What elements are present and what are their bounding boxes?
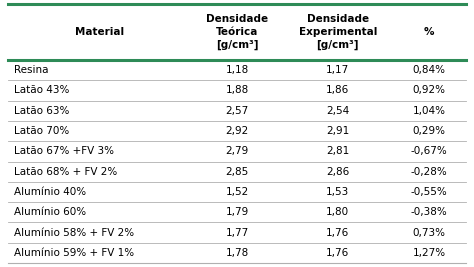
Text: 1,53: 1,53 [326, 187, 349, 197]
Text: 1,79: 1,79 [225, 207, 249, 217]
Text: 1,76: 1,76 [326, 248, 349, 258]
Text: %: % [424, 27, 435, 37]
Text: Latão 67% +FV 3%: Latão 67% +FV 3% [14, 146, 114, 156]
Text: 0,29%: 0,29% [413, 126, 446, 136]
Text: 1,78: 1,78 [225, 248, 249, 258]
Text: Material: Material [75, 27, 124, 37]
Text: 1,17: 1,17 [326, 65, 349, 75]
Text: 1,52: 1,52 [225, 187, 249, 197]
Text: Alumínio 59% + FV 1%: Alumínio 59% + FV 1% [14, 248, 134, 258]
Text: 2,79: 2,79 [225, 146, 249, 156]
Text: 1,77: 1,77 [225, 227, 249, 238]
Text: Latão 68% + FV 2%: Latão 68% + FV 2% [14, 167, 117, 177]
Text: 0,84%: 0,84% [413, 65, 446, 75]
Text: Alumínio 40%: Alumínio 40% [14, 187, 86, 197]
Text: 2,92: 2,92 [225, 126, 249, 136]
Text: Latão 70%: Latão 70% [14, 126, 69, 136]
Text: 1,27%: 1,27% [413, 248, 446, 258]
Text: 2,85: 2,85 [225, 167, 249, 177]
Text: 2,81: 2,81 [326, 146, 349, 156]
Text: 2,57: 2,57 [225, 106, 249, 116]
Text: 1,76: 1,76 [326, 227, 349, 238]
Text: 1,80: 1,80 [326, 207, 349, 217]
Text: Alumínio 60%: Alumínio 60% [14, 207, 86, 217]
Text: -0,28%: -0,28% [411, 167, 448, 177]
Text: 1,04%: 1,04% [413, 106, 446, 116]
Text: -0,55%: -0,55% [411, 187, 448, 197]
Text: -0,38%: -0,38% [411, 207, 448, 217]
Text: -0,67%: -0,67% [411, 146, 448, 156]
Text: Resina: Resina [14, 65, 48, 75]
Text: Alumínio 58% + FV 2%: Alumínio 58% + FV 2% [14, 227, 134, 238]
Text: 2,91: 2,91 [326, 126, 349, 136]
Text: 2,86: 2,86 [326, 167, 349, 177]
Text: 1,18: 1,18 [225, 65, 249, 75]
Text: 0,73%: 0,73% [413, 227, 446, 238]
Text: Densidade
Teórica
[g/cm³]: Densidade Teórica [g/cm³] [206, 14, 268, 50]
Text: Densidade
Experimental
[g/cm³]: Densidade Experimental [g/cm³] [299, 14, 377, 50]
Text: Latão 43%: Latão 43% [14, 85, 69, 95]
Text: 2,54: 2,54 [326, 106, 349, 116]
Text: 1,86: 1,86 [326, 85, 349, 95]
Text: Latão 63%: Latão 63% [14, 106, 69, 116]
Text: 1,88: 1,88 [225, 85, 249, 95]
Text: 0,92%: 0,92% [413, 85, 446, 95]
